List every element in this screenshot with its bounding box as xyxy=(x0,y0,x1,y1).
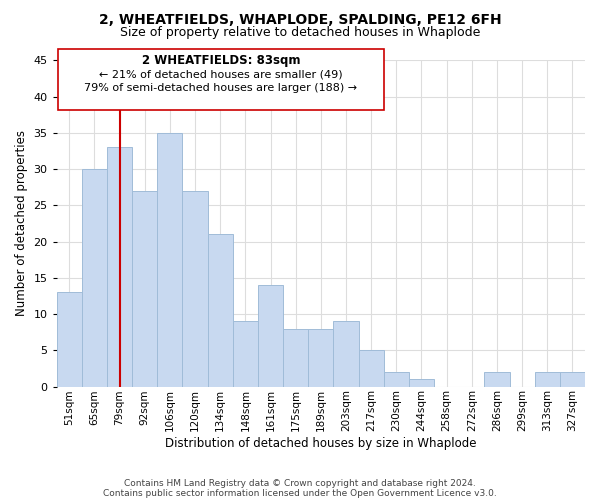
Text: Contains HM Land Registry data © Crown copyright and database right 2024.: Contains HM Land Registry data © Crown c… xyxy=(124,478,476,488)
Text: 2, WHEATFIELDS, WHAPLODE, SPALDING, PE12 6FH: 2, WHEATFIELDS, WHAPLODE, SPALDING, PE12… xyxy=(98,12,502,26)
Bar xyxy=(233,322,258,386)
Bar xyxy=(359,350,384,386)
Bar xyxy=(208,234,233,386)
Text: Size of property relative to detached houses in Whaplode: Size of property relative to detached ho… xyxy=(120,26,480,39)
Bar xyxy=(283,328,308,386)
Bar xyxy=(57,292,82,386)
Bar xyxy=(334,322,359,386)
Bar xyxy=(535,372,560,386)
Text: ← 21% of detached houses are smaller (49): ← 21% of detached houses are smaller (49… xyxy=(99,70,343,80)
X-axis label: Distribution of detached houses by size in Whaplode: Distribution of detached houses by size … xyxy=(165,437,476,450)
Bar xyxy=(182,191,208,386)
Bar xyxy=(82,169,107,386)
Text: 2 WHEATFIELDS: 83sqm: 2 WHEATFIELDS: 83sqm xyxy=(142,54,300,67)
Bar xyxy=(308,328,334,386)
Bar xyxy=(484,372,509,386)
Text: 79% of semi-detached houses are larger (188) →: 79% of semi-detached houses are larger (… xyxy=(84,83,358,93)
Bar xyxy=(409,380,434,386)
Bar xyxy=(384,372,409,386)
Bar xyxy=(132,191,157,386)
Text: Contains public sector information licensed under the Open Government Licence v3: Contains public sector information licen… xyxy=(103,488,497,498)
Bar xyxy=(258,285,283,386)
Bar xyxy=(107,148,132,386)
FancyBboxPatch shape xyxy=(58,50,384,110)
Bar xyxy=(157,133,182,386)
Y-axis label: Number of detached properties: Number of detached properties xyxy=(15,130,28,316)
Bar xyxy=(560,372,585,386)
